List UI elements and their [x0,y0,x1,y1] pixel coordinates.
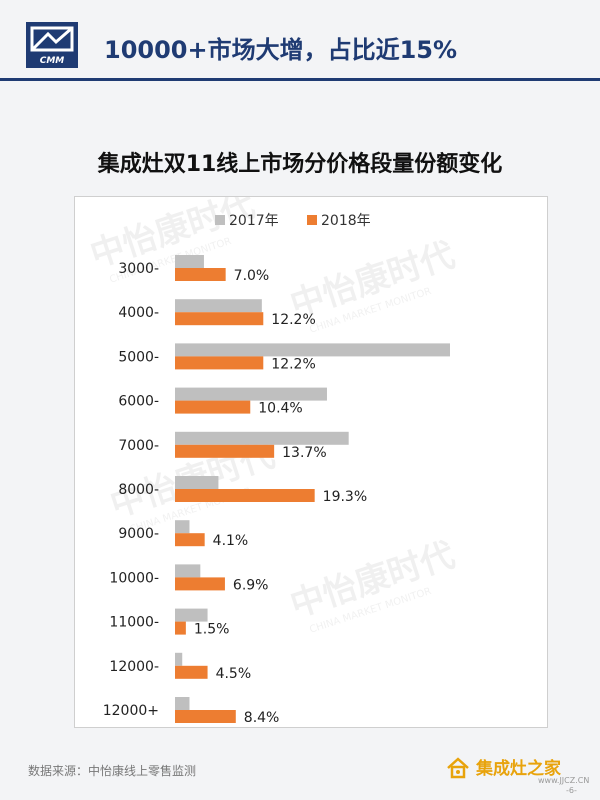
bar-2018 [175,665,208,679]
category-label: 11000- [109,615,159,631]
bar-2017 [175,431,349,445]
data-label-2018: 8.4% [244,710,280,726]
category-label: 9000- [118,526,159,542]
bar-2018 [175,621,186,635]
data-label-2018: 13.7% [282,445,326,461]
bar-2017 [175,299,262,313]
data-label-2018: 4.5% [216,666,252,682]
site-name: 集成灶之家 [476,759,561,779]
category-label: 12000+ [103,703,159,719]
legend-label-2018: 2018年 [321,213,371,229]
data-label-2018: 19.3% [323,489,367,505]
bar-2017 [175,343,450,357]
slide-title: 10000+市场大增，占比近15% [104,36,458,64]
data-label-2018: 6.9% [233,577,269,593]
category-label: 5000- [118,349,159,365]
house-icon [447,757,469,779]
category-label: 3000- [118,261,159,277]
data-label-2018: 1.5% [194,622,230,638]
data-label-2018: 7.0% [234,268,270,284]
category-label: 6000- [118,394,159,410]
header-divider [0,78,600,81]
category-label: 4000- [118,305,159,321]
bar-2018 [175,400,251,414]
bar-2017 [175,697,190,710]
bar-2017 [175,387,327,401]
chart-panel: 中怡康时代 CHINA MARKET MONITOR 中怡康时代 CHINA MARK… [74,196,548,728]
bar-2018 [175,444,275,458]
bar-2018 [175,356,264,370]
data-label-2018: 10.4% [258,401,302,417]
category-label: 8000- [118,482,159,498]
bar-2018 [175,489,315,502]
legend-swatch-2017 [215,215,225,225]
bar-2017 [175,255,204,268]
legend-label-2017: 2017年 [229,213,279,229]
site-logo: 集成灶之家 www.JJCZ.CN [446,752,596,785]
data-label-2018: 12.2% [271,356,315,372]
bar-2018 [175,533,205,547]
site-url: www.JJCZ.CN [538,776,590,785]
cmm-logo: CMM [26,22,78,68]
cmm-logo-text: CMM [39,56,65,66]
bar-2018 [175,268,226,281]
bar-2017 [175,520,190,534]
category-label: 12000- [109,659,159,675]
category-label: 7000- [118,438,159,454]
bar-2017 [175,564,201,578]
slide-header: CMM 10000+市场大增，占比近15% [0,18,600,86]
data-label-2018: 12.2% [271,312,315,328]
bar-2017 [175,608,208,622]
data-label-2018: 4.1% [213,533,249,549]
bar-2018 [175,312,264,326]
bar-2017 [175,652,183,666]
data-source: 数据来源：中怡康线上零售监测 [28,764,197,778]
cmm-logo-mark [30,26,74,52]
legend-swatch-2018 [307,215,317,225]
bar-2018 [175,577,225,591]
bar-2018 [175,710,236,723]
category-label: 10000- [109,570,159,586]
chart-title: 集成灶双11线上市场分价格段量份额变化 [97,152,503,177]
page-number: -6- [566,786,577,795]
bar-2017 [175,476,219,489]
